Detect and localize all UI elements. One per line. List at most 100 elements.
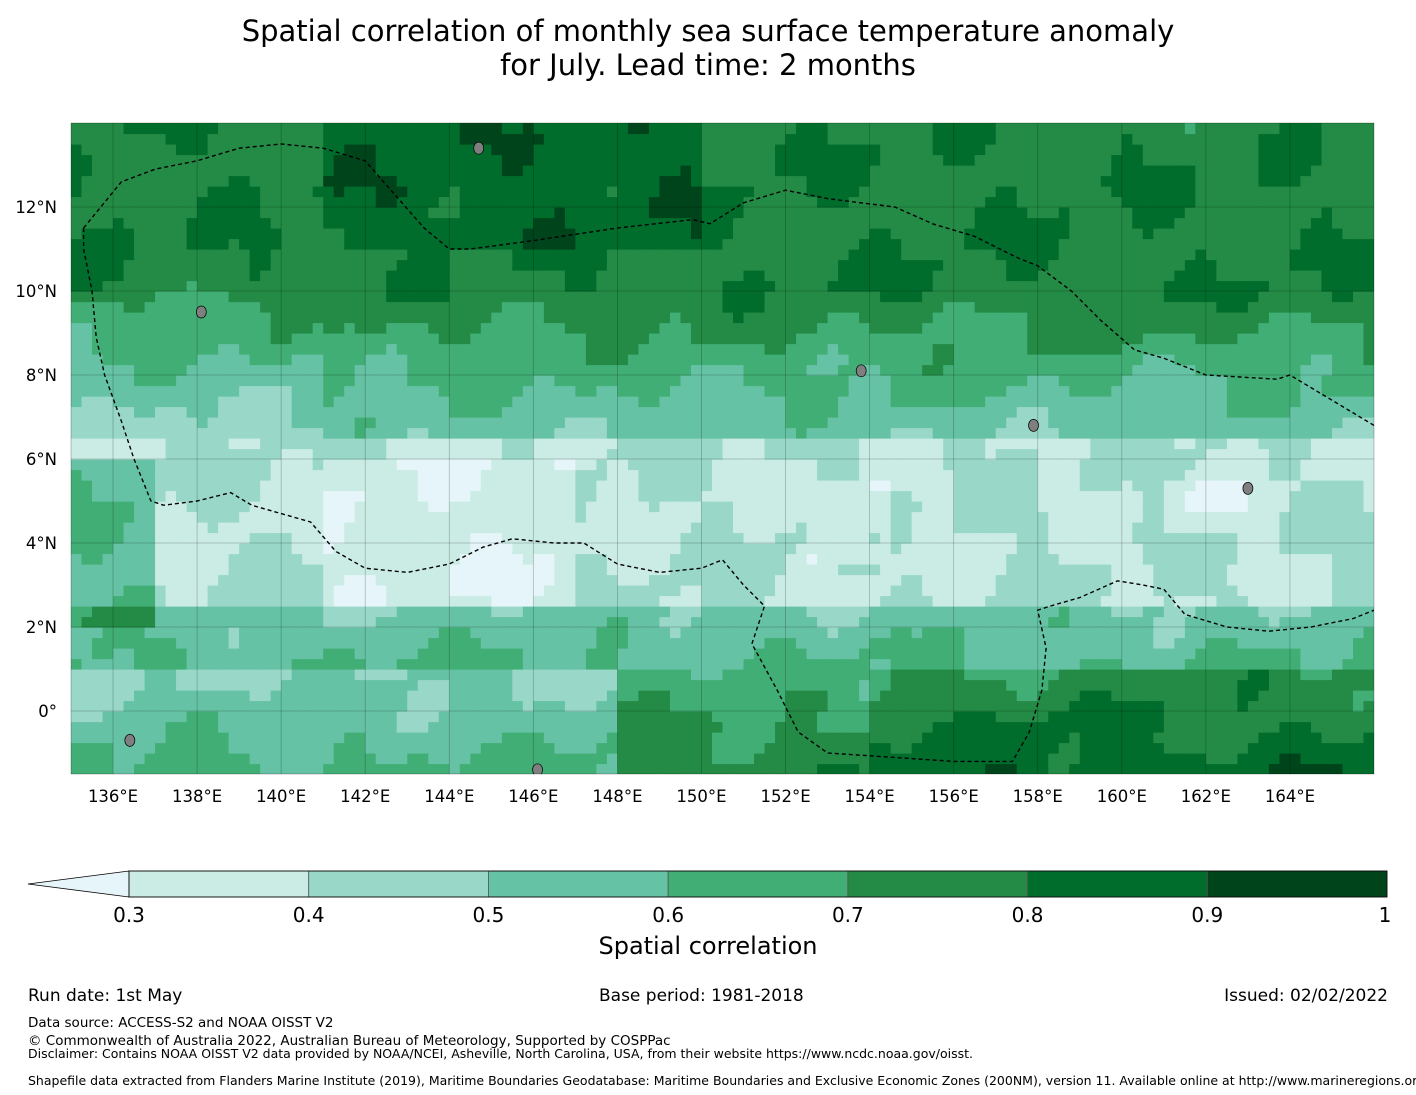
heatmap-cell <box>680 595 692 607</box>
heatmap-cell <box>764 595 776 607</box>
heatmap-cell <box>848 564 860 576</box>
heatmap-cell <box>533 543 545 555</box>
heatmap-cell <box>669 564 682 576</box>
heatmap-cell <box>312 511 324 523</box>
heatmap-cell <box>165 574 177 586</box>
heatmap-cell <box>754 732 766 744</box>
heatmap-cell <box>880 658 892 670</box>
heatmap-cell <box>1195 721 1207 733</box>
heatmap-cell <box>1247 763 1260 774</box>
heatmap-cell <box>491 511 503 523</box>
heatmap-cell <box>701 753 713 765</box>
heatmap-cell <box>375 637 387 649</box>
heatmap-cell <box>281 469 293 481</box>
heatmap-cell <box>806 679 818 691</box>
heatmap-cell <box>218 375 230 387</box>
heatmap-cell <box>155 669 167 681</box>
heatmap-cell <box>449 406 461 418</box>
heatmap-cell <box>480 606 492 618</box>
heatmap-cell <box>1100 732 1112 744</box>
heatmap-cell <box>302 364 314 376</box>
heatmap-cell <box>785 627 797 639</box>
heatmap-cell <box>543 543 555 555</box>
heatmap-cell <box>459 511 471 523</box>
heatmap-cell <box>564 648 576 660</box>
heatmap-cell <box>186 417 198 429</box>
heatmap-cell <box>827 564 839 576</box>
heatmap-cell <box>197 595 209 607</box>
heatmap-cell <box>1006 669 1018 681</box>
heatmap-cell <box>1247 375 1260 387</box>
heatmap-cell <box>1310 606 1323 618</box>
heatmap-cell <box>323 721 335 733</box>
heatmap-cell <box>102 532 114 544</box>
heatmap-cell <box>1331 564 1344 576</box>
heatmap-cell <box>953 438 965 450</box>
heatmap-cell <box>827 711 839 723</box>
heatmap-cell <box>470 564 482 576</box>
heatmap-cell <box>764 480 776 492</box>
heatmap-cell <box>1289 417 1302 429</box>
heatmap-cell <box>270 364 282 376</box>
heatmap-cell <box>113 637 125 649</box>
heatmap-cell <box>554 648 566 660</box>
heatmap-cell <box>743 501 755 513</box>
heatmap-cell <box>1279 658 1291 670</box>
heatmap-cell <box>144 448 156 460</box>
heatmap-cell <box>1100 501 1112 513</box>
heatmap-cell <box>1058 690 1070 702</box>
heatmap-cell <box>1174 532 1186 544</box>
heatmap-cell <box>207 763 219 774</box>
heatmap-cell <box>438 438 450 450</box>
heatmap-cell <box>1006 564 1018 576</box>
heatmap-cell <box>985 564 997 576</box>
heatmap-cell <box>1226 406 1238 418</box>
heatmap-cell <box>365 543 377 555</box>
heatmap-cell <box>838 459 850 471</box>
heatmap-cell <box>901 385 913 397</box>
heatmap-cell <box>922 721 934 733</box>
heatmap-cell <box>375 574 387 586</box>
heatmap-cell <box>543 406 555 418</box>
heatmap-cell <box>386 448 398 460</box>
heatmap-cell <box>1121 406 1133 418</box>
heatmap-cell <box>953 364 965 376</box>
heatmap-cell <box>638 616 650 628</box>
heatmap-cell <box>1174 606 1186 618</box>
heatmap-cell <box>386 658 398 670</box>
heatmap-cell <box>1279 700 1291 712</box>
heatmap-cell <box>1016 679 1028 691</box>
heatmap-cell <box>1342 522 1354 534</box>
heatmap-cell <box>113 721 125 733</box>
heatmap-cell <box>1258 627 1270 639</box>
heatmap-cell <box>1111 522 1123 534</box>
heatmap-cell <box>554 679 566 691</box>
heatmap-cell <box>102 511 114 523</box>
heatmap-cell <box>869 690 881 702</box>
heatmap-cell <box>291 742 303 754</box>
heatmap-cell <box>1132 490 1144 502</box>
heatmap-cell <box>880 385 892 397</box>
heatmap-cell <box>1237 501 1249 513</box>
heatmap-cell <box>1079 490 1091 502</box>
heatmap-cell <box>1237 438 1249 450</box>
heatmap-cell <box>1069 585 1081 597</box>
heatmap-cell <box>953 396 965 408</box>
heatmap-cell <box>859 732 871 744</box>
heatmap-cell <box>869 595 881 607</box>
heatmap-cell <box>1310 438 1323 450</box>
heatmap-cell <box>1226 553 1238 565</box>
heatmap-cell <box>1142 511 1154 523</box>
heatmap-cell <box>533 606 545 618</box>
heatmap-cell <box>943 616 955 628</box>
heatmap-cell <box>113 700 125 712</box>
heatmap-cell <box>491 721 503 733</box>
heatmap-cell <box>617 574 629 586</box>
heatmap-cell <box>995 606 1007 618</box>
heatmap-cell <box>92 595 104 607</box>
heatmap-cell <box>239 406 251 418</box>
heatmap-cell <box>386 679 398 691</box>
heatmap-cell <box>922 511 934 523</box>
heatmap-cell <box>1331 511 1344 523</box>
heatmap-cell <box>113 501 125 513</box>
